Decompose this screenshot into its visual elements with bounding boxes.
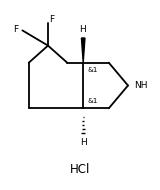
Text: &1: &1 — [88, 67, 98, 73]
Text: H: H — [79, 25, 86, 34]
Text: &1: &1 — [88, 98, 98, 104]
Text: HCl: HCl — [70, 163, 90, 176]
Text: F: F — [13, 25, 19, 34]
Polygon shape — [81, 38, 85, 63]
Text: H: H — [80, 138, 87, 147]
Text: F: F — [49, 14, 55, 24]
Text: NH: NH — [134, 81, 148, 90]
